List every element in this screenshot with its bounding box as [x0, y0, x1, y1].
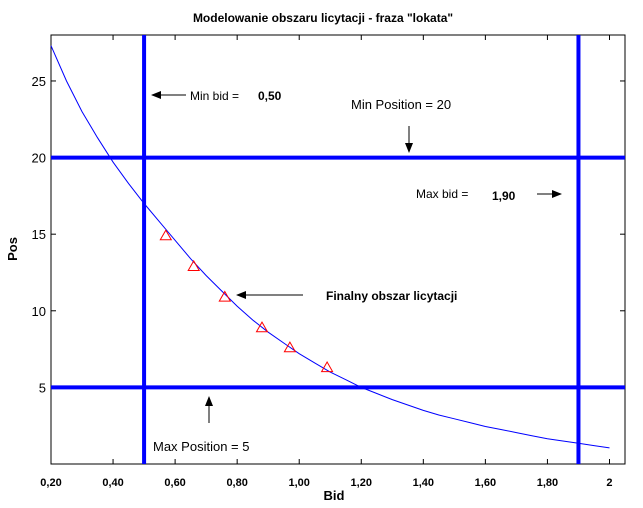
x-tick-label: 0,20 — [40, 477, 61, 489]
x-tick-label: 1,80 — [537, 477, 558, 489]
triangle-marker — [320, 360, 334, 373]
chart-title: Modelowanie obszaru licytacji - fraza "l… — [193, 11, 453, 25]
x-tick-label: 2 — [606, 477, 612, 489]
final-region-label: Finalny obszar licytacji — [326, 289, 457, 303]
x-tick-label: 0,60 — [164, 477, 185, 489]
triangle-marker — [255, 321, 269, 333]
y-tick-label: 20 — [32, 151, 46, 166]
triangle-marker — [218, 290, 232, 302]
x-axis-ticks: 0,20 0,40 0,60 0,80 1,00 1,20 1,40 1,60 1,80 2 — [40, 35, 613, 489]
triangle-marker — [283, 341, 297, 353]
y-axis-ticks: 5 10 15 20 25 — [32, 74, 625, 395]
max-bid-value: 1,90 — [492, 189, 516, 203]
triangle-marker — [159, 229, 173, 241]
y-tick-label: 10 — [32, 304, 46, 319]
x-tick-label: 1,00 — [289, 477, 310, 489]
x-tick-label: 0,40 — [102, 477, 123, 489]
x-tick-label: 1,20 — [351, 477, 372, 489]
max-position-label: Max Position = 5 — [153, 439, 249, 454]
triangle-marker — [187, 259, 201, 271]
y-tick-label: 5 — [39, 380, 46, 395]
plot-frame — [50, 34, 626, 465]
min-bid-label: Min bid = — [190, 89, 239, 103]
reference-lines — [51, 35, 625, 464]
y-axis-label: Pos — [5, 237, 20, 261]
x-tick-label: 0,80 — [226, 477, 247, 489]
x-tick-label: 1,40 — [413, 477, 434, 489]
triangle-markers — [159, 229, 334, 373]
min-position-label: Min Position = 20 — [351, 97, 451, 112]
y-tick-label: 25 — [32, 74, 46, 89]
x-tick-label: 1,60 — [475, 477, 496, 489]
x-axis-label: Bid — [324, 488, 345, 503]
min-bid-value: 0,50 — [258, 89, 282, 103]
max-bid-label: Max bid = — [416, 187, 468, 201]
y-tick-label: 15 — [32, 227, 46, 242]
